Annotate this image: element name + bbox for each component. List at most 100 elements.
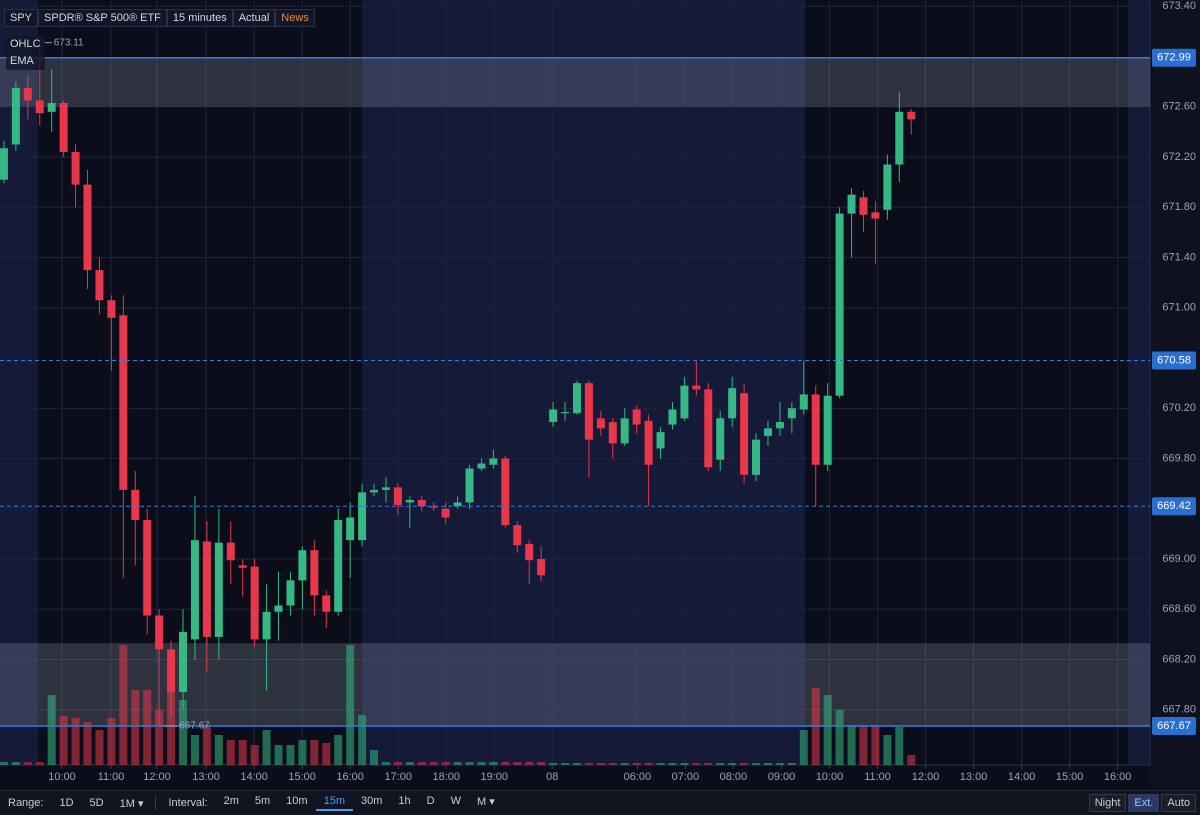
- volume-bar: [752, 763, 761, 765]
- y-tick-label: 672.20: [1162, 151, 1196, 163]
- x-tick-label: 14:00: [1008, 771, 1036, 783]
- volume-bar: [763, 763, 772, 765]
- volume-bar: [453, 762, 462, 765]
- mode[interactable]: Actual: [232, 9, 276, 27]
- candle-body: [537, 558, 546, 576]
- volume-bar: [871, 725, 880, 765]
- x-tick-label: 13:00: [960, 771, 988, 783]
- range-button[interactable]: 1D: [59, 796, 74, 809]
- interval[interactable]: 15 minutes: [166, 9, 233, 27]
- session-shade: [1128, 0, 1150, 765]
- candle-body: [358, 492, 367, 541]
- range-button[interactable]: 1M ▾: [119, 797, 144, 810]
- candle-body: [835, 213, 844, 396]
- candle-body: [763, 428, 772, 436]
- interval-button[interactable]: 2m: [223, 795, 239, 807]
- volume-bar: [107, 718, 116, 765]
- volume-bar: [716, 763, 725, 765]
- candle-body: [489, 458, 498, 465]
- volume-bar: [513, 762, 522, 765]
- y-tick-label: 667.80: [1162, 704, 1196, 716]
- y-tick-label: 668.60: [1162, 603, 1196, 615]
- x-tick-label: 10:00: [48, 771, 76, 783]
- candle-body: [453, 502, 462, 507]
- y-tick-label: 673.40: [1162, 0, 1196, 12]
- y-tick-label: 671.80: [1162, 201, 1196, 213]
- candle-body: [381, 487, 390, 490]
- intervals: 2m 5m 10m 15m 30m 1h D W M ▾: [216, 795, 503, 811]
- session-button[interactable]: Night: [1088, 794, 1127, 812]
- x-tick-label: 06:00: [624, 771, 652, 783]
- candle-body: [847, 194, 856, 214]
- header: SPY SPDR® S&P 500® ETF 15 minutes Actual…: [4, 9, 315, 27]
- candle-body: [262, 611, 271, 640]
- candle-body: [11, 87, 20, 145]
- candle-body: [501, 458, 510, 526]
- high-marker-label: 673.11: [54, 37, 84, 48]
- candle-body: [322, 595, 331, 612]
- volume-bar: [441, 762, 450, 765]
- session-button[interactable]: Auto: [1161, 794, 1196, 812]
- candle-body: [274, 605, 283, 612]
- volume-bar: [71, 718, 80, 765]
- chart: 673.40 672.60 672.20 671.80 671.40 671.00 670.…: [0, 0, 1196, 783]
- interval-button[interactable]: M ▾: [476, 796, 495, 808]
- candle-body: [704, 389, 713, 468]
- x-tick-label: 07:00: [672, 771, 700, 783]
- candle-body: [370, 489, 379, 493]
- volume-bar: [728, 763, 737, 765]
- volume-bar: [393, 762, 402, 765]
- candle-body: [561, 412, 570, 414]
- candle-body: [441, 508, 450, 518]
- candle-body: [883, 164, 892, 210]
- volume-bar: [644, 763, 653, 765]
- volume-bar: [775, 763, 784, 765]
- volume-bar: [656, 763, 665, 765]
- candle-body: [131, 489, 140, 521]
- candle-body: [226, 542, 235, 561]
- volume-bar: [859, 725, 868, 765]
- volume-bar: [47, 695, 56, 765]
- interval-label: Interval:: [168, 797, 208, 809]
- interval-button[interactable]: 1h: [398, 795, 411, 807]
- volume-bar: [501, 762, 510, 765]
- candle-body: [584, 383, 593, 440]
- interval-button[interactable]: 15m: [315, 795, 353, 811]
- volume-bar: [465, 762, 474, 765]
- separator: [155, 795, 157, 811]
- candle-body: [728, 388, 737, 419]
- instrument-name: SPDR® S&P 500® ETF: [38, 9, 167, 27]
- interval-button[interactable]: 10m: [286, 795, 308, 807]
- candle-body: [179, 631, 188, 693]
- candle-body: [895, 111, 904, 165]
- volume-bar: [322, 743, 331, 765]
- news[interactable]: News: [275, 9, 315, 27]
- y-tick-label: 669.00: [1162, 553, 1196, 565]
- y-tick-label: 668.20: [1162, 653, 1196, 665]
- volume-bar: [346, 645, 355, 765]
- x-tick-label: 19:00: [480, 771, 508, 783]
- volume-bar: [608, 763, 617, 765]
- candle-body: [752, 439, 761, 475]
- candle-body: [680, 385, 689, 419]
- x-tick-label: 09:00: [768, 771, 796, 783]
- interval-button[interactable]: D: [426, 795, 435, 807]
- candle-body: [214, 542, 223, 637]
- interval-button[interactable]: W: [450, 795, 461, 807]
- interval-button[interactable]: 5m: [254, 795, 271, 807]
- volume-bar: [250, 745, 259, 765]
- session-button[interactable]: Ext.: [1128, 794, 1160, 812]
- indicator[interactable]: OHLC: [6, 36, 45, 53]
- indicator[interactable]: EMA: [6, 53, 45, 70]
- volume-bar: [59, 716, 68, 765]
- interval-button[interactable]: 30m: [360, 795, 383, 807]
- candle-body: [23, 87, 32, 101]
- volume-bar: [572, 763, 581, 765]
- y-tick-label: 672.60: [1162, 101, 1196, 113]
- range-button[interactable]: 5D: [89, 796, 104, 809]
- symbol[interactable]: SPY: [4, 9, 39, 27]
- volume-bar: [0, 762, 8, 765]
- volume-bar: [704, 763, 713, 765]
- candle-body: [525, 543, 534, 561]
